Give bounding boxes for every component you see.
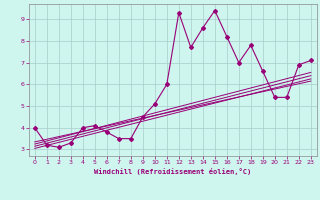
- X-axis label: Windchill (Refroidissement éolien,°C): Windchill (Refroidissement éolien,°C): [94, 168, 252, 175]
